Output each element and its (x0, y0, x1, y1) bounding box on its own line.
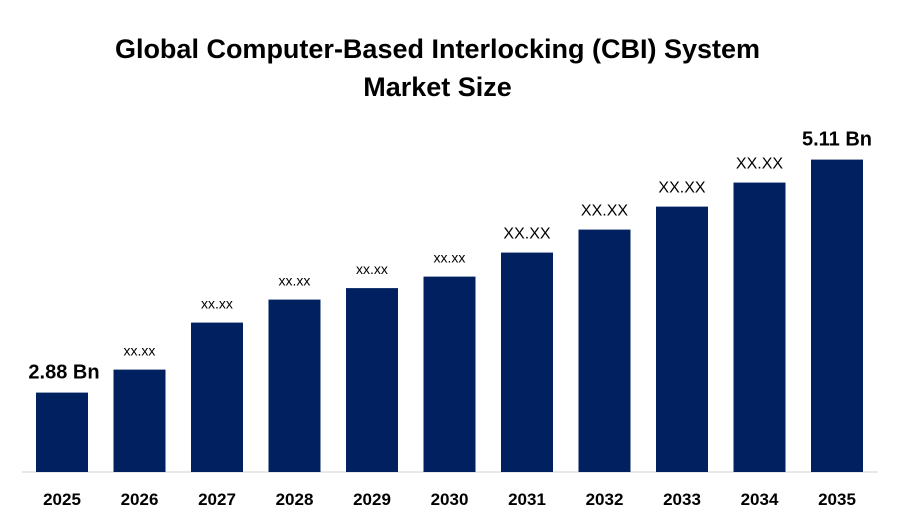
bar-2033 (656, 206, 708, 472)
x-tick-label: 2034 (741, 490, 779, 509)
x-tick-label: 2028 (276, 490, 314, 509)
chart-title-line-1: Global Computer-Based Interlocking (CBI)… (114, 34, 761, 64)
x-tick-label: 2026 (121, 490, 159, 509)
data-label: XX.XX (581, 203, 628, 220)
data-label: XX.XX (736, 156, 783, 173)
data-label: xx.xx (434, 250, 466, 266)
bar-2035 (811, 159, 863, 473)
data-label: xx.xx (356, 261, 388, 277)
chart-title: Global Computer-Based Interlocking (CBI)… (0, 30, 875, 106)
x-tick-label: 2031 (508, 490, 546, 509)
chart-title-line-2: Market Size (363, 72, 512, 102)
data-label: xx.xx (124, 343, 156, 359)
bar-2029 (346, 288, 398, 472)
x-tick-label: 2029 (353, 490, 391, 509)
bar-2032 (578, 229, 631, 472)
data-label: 5.11 Bn (802, 129, 872, 151)
bar-2026 (113, 369, 166, 472)
data-label: XX.XX (503, 226, 550, 243)
bar-2031 (501, 252, 553, 472)
bar-2034 (733, 182, 786, 472)
bar-2028 (268, 299, 321, 472)
x-tick-label: 2035 (818, 490, 856, 509)
x-tick-label: 2027 (198, 490, 236, 509)
x-tick-label: 2032 (586, 490, 624, 509)
data-label: XX.XX (658, 180, 705, 197)
data-label: xx.xx (279, 273, 311, 289)
x-tick-label: 2025 (43, 490, 81, 509)
bar-2027 (191, 322, 243, 472)
x-tick-label: 2033 (663, 490, 701, 509)
bar-2030 (423, 276, 476, 472)
x-tick-label: 2030 (431, 490, 469, 509)
data-label: 2.88 Bn (28, 362, 99, 384)
bar-2025 (36, 392, 88, 472)
data-label: xx.xx (201, 296, 233, 312)
